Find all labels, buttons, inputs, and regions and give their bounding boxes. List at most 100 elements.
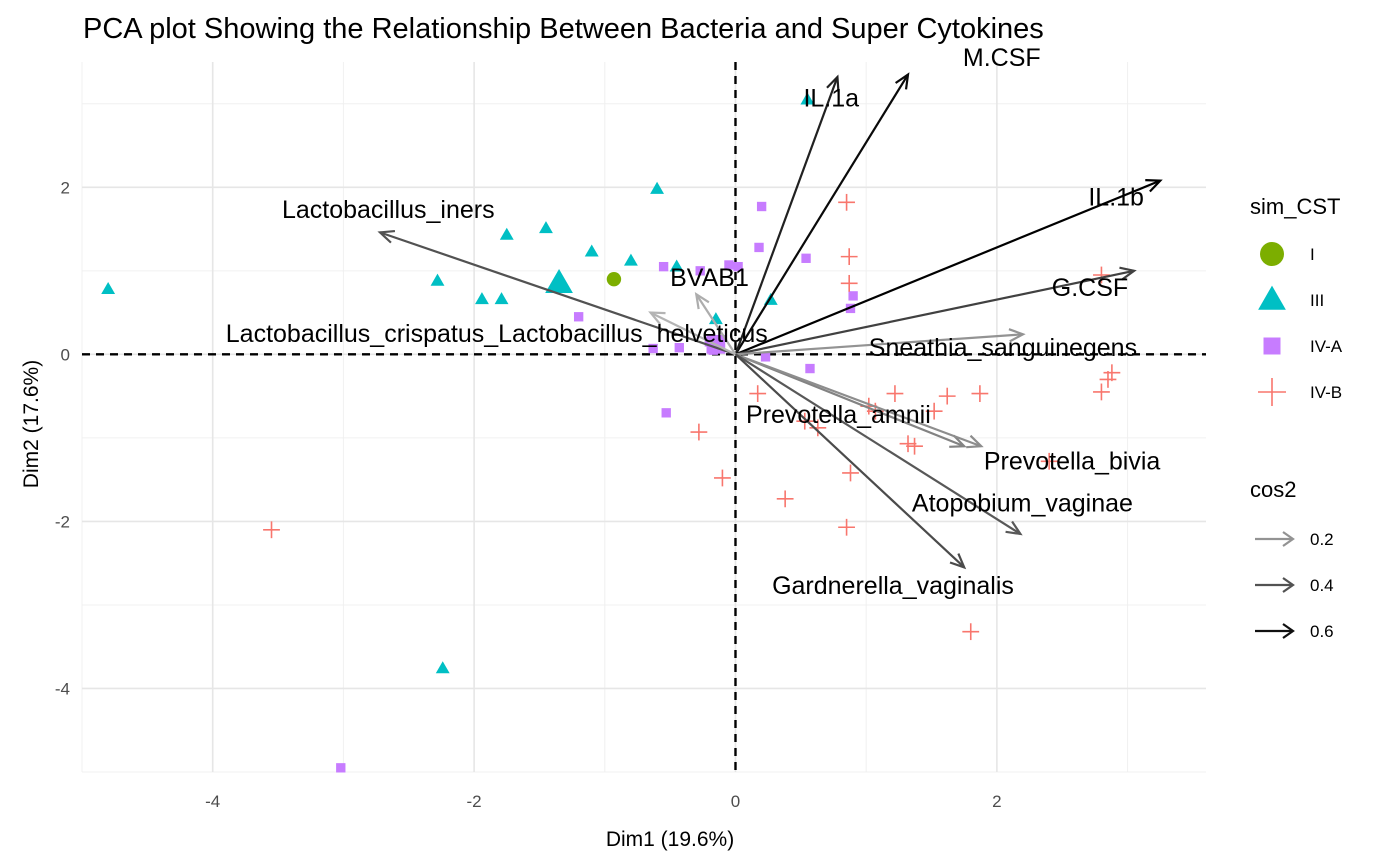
y-tick-label: 0 (61, 345, 70, 364)
point-iv-b (263, 521, 280, 539)
legend-label-cos2: 0.2 (1310, 530, 1334, 549)
x-axis-label: Dim1 (19.6%) (606, 828, 734, 851)
arrow-shaft (650, 311, 736, 356)
point-iii (650, 181, 664, 194)
legend-arrow-head (1282, 623, 1295, 639)
legend-key-iii (1258, 285, 1286, 310)
legend-arrow-head (1282, 577, 1295, 593)
point-iv-b (899, 435, 917, 453)
point-iv-b (690, 423, 708, 441)
point-iv-b (906, 437, 923, 455)
y-tick-label: 2 (61, 178, 70, 197)
arrow-head (648, 311, 666, 325)
point-iv-b (776, 490, 794, 508)
arrow-il-1b (735, 179, 1163, 356)
arrow-shaft (735, 333, 1024, 356)
point-iv-a (695, 266, 705, 276)
variable-label: Gardnerella_vaginalis (772, 572, 1014, 600)
variable-label: IL.1b (1088, 184, 1144, 212)
arrow-head (894, 72, 910, 90)
point-iv-a (724, 260, 734, 270)
point-iv-b (1093, 266, 1110, 284)
variable-arrows (377, 72, 1163, 570)
point-iv-b (749, 385, 767, 403)
point-iii (494, 292, 509, 305)
x-tick-label: 0 (731, 792, 740, 811)
x-tick-label: 2 (992, 792, 1001, 811)
point-iv-a (661, 408, 671, 418)
y-axis-label: Dim2 (17.6%) (20, 360, 43, 488)
variable-label: BVAB1 (670, 264, 749, 292)
arrow-shaft (735, 179, 1161, 356)
point-iv-b (840, 248, 858, 266)
point-iv-b (886, 385, 904, 403)
arrow-g-csf (735, 266, 1137, 356)
point-iv-b (840, 274, 858, 292)
point-iv-b (962, 623, 980, 641)
arrow-shaft (734, 353, 1021, 535)
arrow-head (826, 74, 840, 93)
point-iii (669, 259, 684, 272)
arrow-head (1005, 520, 1023, 536)
x-tick-label: -2 (467, 792, 482, 811)
arrow-head (694, 291, 710, 310)
point-iv-a (756, 201, 767, 212)
legend-key-cos2 (1255, 623, 1295, 639)
point-iii (435, 661, 450, 674)
variable-label: Prevotella_bivia (984, 448, 1161, 476)
y-tick-label: -4 (55, 679, 70, 698)
major-grid (82, 62, 1206, 772)
point-iv-b (938, 387, 956, 405)
legend-key-cos2 (1255, 531, 1295, 547)
variable-label: Lactobacillus_iners (282, 196, 495, 224)
arrow-shaft (734, 73, 909, 355)
legend-key-iv-b (1258, 378, 1286, 406)
point-i (606, 271, 622, 287)
point-iii (584, 244, 599, 257)
arrow-bvab1 (694, 291, 737, 355)
legend-title-sim-cst: sim_CST (1250, 194, 1340, 219)
arrow-m-csf (734, 72, 910, 355)
arrow-lactobacillus-crispatus-lactobacillus-helveticus (648, 311, 736, 356)
point-iv-a (648, 343, 658, 354)
legend-key-i (1260, 242, 1284, 266)
point-iii (499, 227, 514, 240)
legend-title-cos2: cos2 (1250, 477, 1296, 502)
point-iv-b (838, 193, 855, 211)
arrow-shaft (379, 231, 736, 356)
legend-cos2-entries: 0.2 0.4 0.6 (1255, 530, 1334, 641)
x-tick-label: -4 (205, 792, 220, 811)
arrow-shaft (735, 269, 1135, 356)
variable-label: IL.1a (803, 84, 859, 112)
point-iii (624, 253, 638, 266)
variable-label: Prevotella_amnii (746, 401, 931, 429)
point-iv-b (971, 385, 989, 403)
variable-label: Sneathia_sanguinegens (869, 334, 1137, 362)
point-iv-a (573, 312, 584, 322)
arrow-head (966, 434, 984, 449)
y-tick-label: -2 (55, 512, 70, 531)
legend-key-cos2 (1255, 577, 1295, 593)
arrow-shaft (735, 353, 982, 448)
point-iv-b (714, 469, 731, 487)
point-iv-a (336, 763, 346, 773)
arrow-lactobacillus-iners (377, 229, 736, 356)
point-iv-a (658, 261, 669, 272)
point-iv-a (674, 342, 684, 353)
point-iii (475, 292, 489, 305)
point-iv-a (733, 261, 743, 272)
point-iv-a (805, 363, 815, 374)
arrow-shaft (695, 293, 737, 355)
point-iii (430, 273, 445, 286)
point-iii (708, 312, 723, 325)
x-axis-ticks: -4 -2 0 2 (205, 792, 1001, 811)
point-iv-b (1103, 364, 1121, 382)
arrow-il-1a (734, 74, 840, 355)
variable-label: M.CSF (963, 44, 1041, 72)
variable-label: Lactobacillus_crispatus_Lactobacillus_he… (226, 320, 768, 348)
point-iv-a (760, 352, 771, 362)
point-iv-b (1099, 371, 1117, 388)
